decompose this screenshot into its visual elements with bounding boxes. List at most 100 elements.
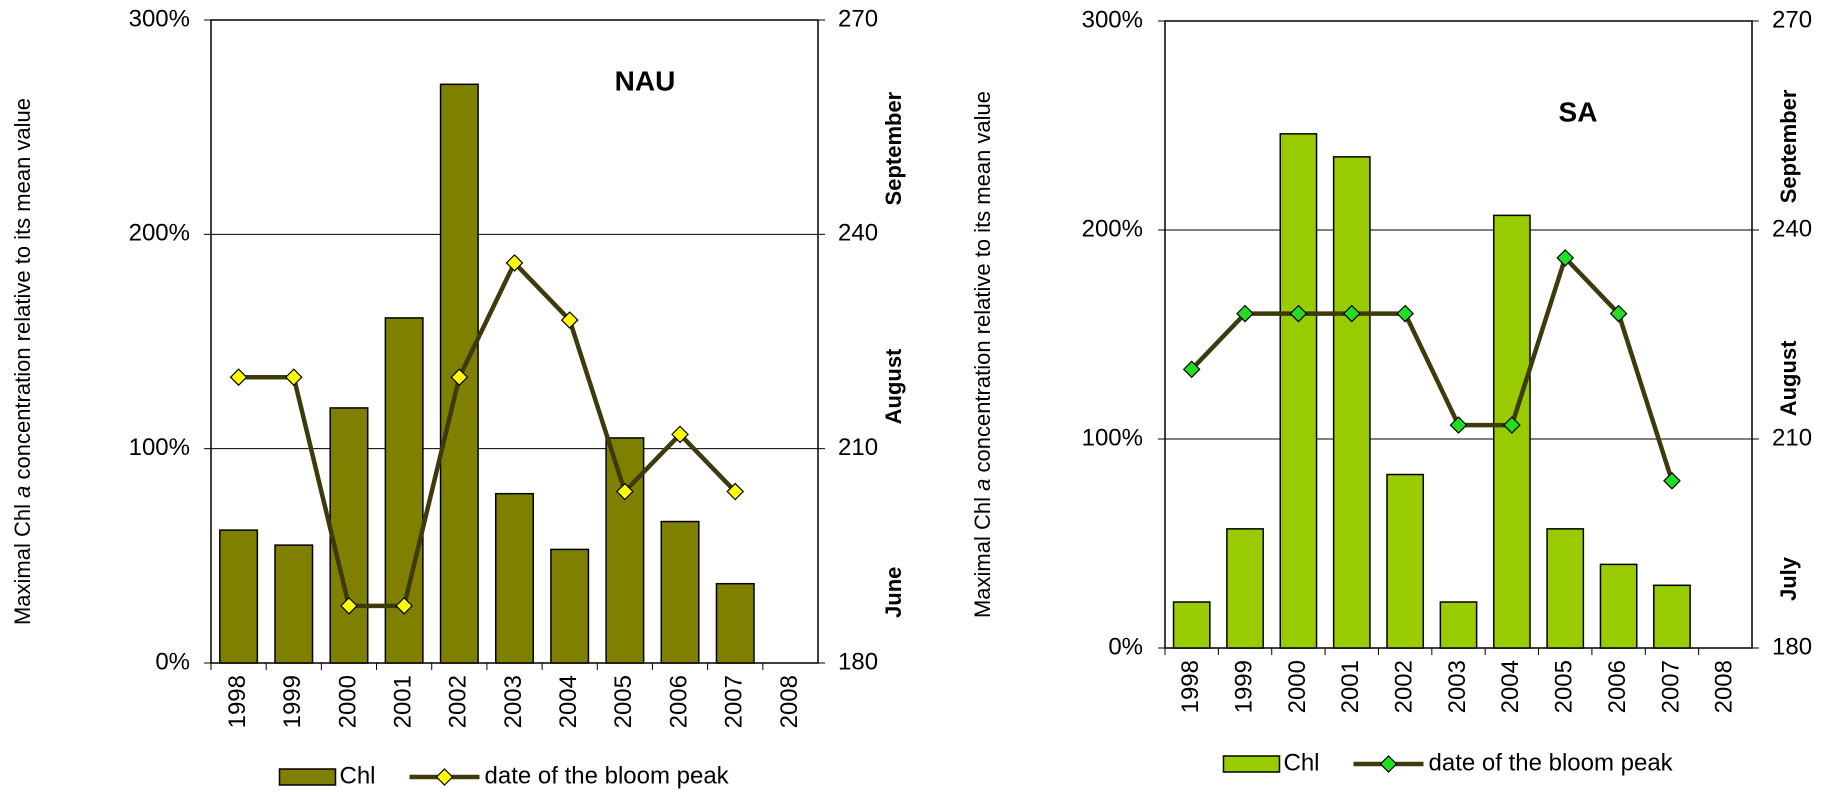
annotation: SA [1559, 96, 1598, 127]
bar [1653, 584, 1691, 649]
x-tick-label: 2001 [1337, 660, 1364, 713]
legend-marker [1379, 755, 1398, 773]
marker [1556, 249, 1575, 267]
marker [229, 368, 248, 387]
bar [1279, 133, 1318, 649]
marker [450, 368, 469, 387]
y-tick-label: 200% [129, 220, 190, 247]
legend-label: date of the bloom peak [485, 762, 730, 789]
y2-tick-label: 270 [838, 5, 878, 32]
month-label: September [881, 91, 906, 205]
month-label: June [881, 567, 906, 618]
line [1190, 253, 1675, 482]
bar [329, 407, 369, 664]
x-tick-label: 2006 [1604, 660, 1631, 713]
legend-label: Chl [340, 762, 376, 789]
y-tick-label: 200% [1082, 215, 1143, 242]
y2-tick-label: 180 [1772, 633, 1812, 660]
line [238, 259, 737, 609]
legend-swatch [1222, 755, 1281, 773]
bar [1332, 156, 1371, 649]
y2-tick-label: 270 [1772, 6, 1812, 33]
y2-tick-label: 240 [838, 220, 878, 247]
marker [1449, 416, 1468, 434]
month-label: August [881, 348, 906, 424]
x-tick-label: 2004 [1497, 660, 1524, 713]
bar [1172, 601, 1211, 649]
marker [1342, 304, 1361, 323]
marker [1609, 304, 1628, 323]
y2-tick-label: 210 [838, 434, 878, 461]
legend-label: Chl [1284, 749, 1320, 776]
bar [1386, 473, 1425, 649]
x-tick-label: 2000 [334, 675, 361, 728]
x-tick-label: 2004 [555, 675, 582, 728]
marker [671, 425, 689, 444]
bar [1599, 563, 1638, 649]
bar [605, 437, 645, 664]
y-axis-title: Maximal Chl a concentration relative to … [10, 98, 35, 625]
bar [1439, 601, 1478, 649]
x-tick-label: 1998 [1177, 660, 1204, 713]
y2-tick-label: 210 [1772, 424, 1812, 451]
marker [505, 254, 524, 272]
x-tick-label: 2002 [1390, 660, 1417, 713]
bar [219, 529, 259, 664]
marker [1182, 360, 1201, 379]
marker [284, 368, 303, 387]
bar [1226, 528, 1264, 649]
y-tick-label: 300% [1082, 6, 1143, 33]
legend-swatch [278, 768, 337, 786]
marker [1503, 416, 1521, 434]
marker [1236, 304, 1254, 323]
y-axis-title-part: a [970, 479, 995, 491]
bar [550, 548, 590, 664]
bar [660, 520, 700, 664]
marker [726, 482, 745, 501]
y-axis-title-part: Maximal Chl [970, 491, 995, 618]
y-axis-title-part: concentration relative to its mean value [10, 98, 35, 486]
x-tick-label: 2007 [1657, 660, 1684, 713]
y2-tick-label: 240 [1772, 215, 1812, 242]
marker [395, 596, 413, 615]
x-tick-label: 2008 [1711, 660, 1738, 713]
month-label: August [1776, 340, 1801, 416]
y-axis-title-part: concentration relative to its mean value [970, 91, 995, 479]
x-tick-label: 2008 [776, 675, 803, 728]
bar [494, 492, 535, 664]
x-tick-label: 2003 [1444, 660, 1471, 713]
legend-marker [435, 768, 454, 786]
y-axis-title-part: a [10, 486, 35, 498]
x-tick-label: 1998 [224, 675, 251, 728]
x-tick-label: 2006 [665, 675, 692, 728]
month-label: September [1776, 89, 1801, 203]
x-tick-label: 2001 [389, 675, 416, 728]
marker [1289, 304, 1308, 323]
annotation: NAU [615, 65, 676, 96]
x-tick-label: 2007 [721, 675, 748, 728]
legend-label: date of the bloom peak [1429, 749, 1674, 776]
marker [560, 311, 579, 329]
y-axis-title: Maximal Chl a concentration relative to … [970, 91, 995, 618]
marker [1396, 304, 1414, 323]
x-tick-label: 1999 [279, 675, 306, 728]
y-tick-label: 100% [1082, 424, 1143, 451]
y-tick-label: 0% [155, 648, 190, 675]
y-tick-label: 0% [1108, 633, 1143, 660]
bar [274, 544, 314, 664]
month-label: July [1776, 556, 1801, 601]
x-tick-label: 2000 [1284, 660, 1311, 713]
x-tick-label: 2005 [1551, 660, 1578, 713]
y-axis-title-part: Maximal Chl [10, 498, 35, 625]
x-tick-label: 2003 [500, 675, 527, 728]
x-tick-label: 2005 [610, 675, 637, 728]
bar [1546, 528, 1585, 649]
x-tick-label: 2002 [445, 675, 472, 728]
bar [715, 582, 755, 664]
y2-tick-label: 180 [838, 648, 878, 675]
marker [616, 482, 634, 501]
y-tick-label: 100% [129, 434, 190, 461]
marker [1663, 471, 1681, 490]
y-tick-label: 300% [129, 5, 190, 32]
